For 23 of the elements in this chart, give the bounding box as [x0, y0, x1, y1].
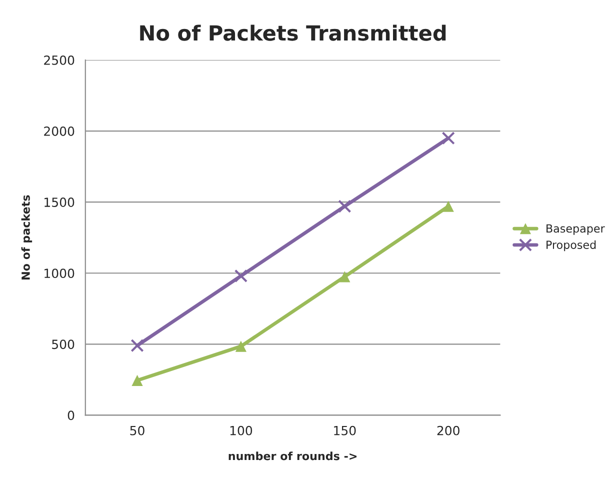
point: [132, 374, 143, 386]
y-tick-label: 2500: [44, 55, 74, 65]
point: [442, 132, 455, 145]
point: [234, 269, 248, 283]
y-tick-label: 500: [52, 340, 74, 350]
x-tick-label: 200: [437, 426, 460, 436]
x-tick-label: 150: [334, 426, 356, 436]
legend-label: Basepaper: [546, 224, 605, 235]
point: [130, 338, 144, 352]
y-tick-label: 1500: [44, 198, 74, 208]
y-tick-label: 0: [68, 410, 74, 420]
x-tick-label: 50: [130, 426, 144, 436]
chart-title: No of Packets Transmitted: [140, 24, 446, 41]
x-tick-label: 100: [230, 426, 252, 436]
x-axis-title: number of rounds ->: [228, 452, 357, 460]
y-axis-title: No of packets: [21, 195, 32, 280]
legend-label: Proposed: [546, 240, 596, 252]
y-tick-label: 2000: [44, 126, 74, 136]
point: [442, 200, 454, 212]
point: [339, 271, 350, 282]
point: [235, 340, 247, 352]
point: [338, 200, 352, 213]
y-tick-label: 1000: [44, 268, 74, 278]
